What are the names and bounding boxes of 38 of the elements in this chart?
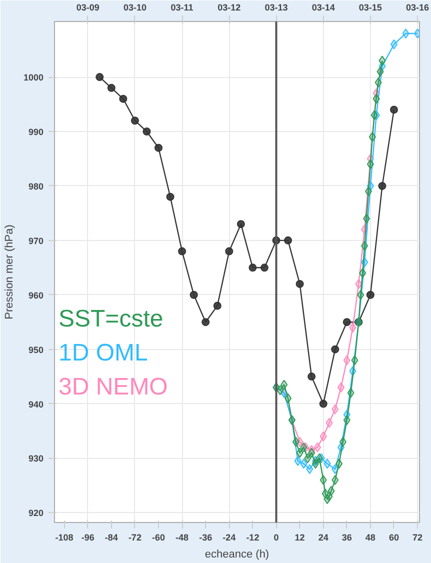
- x-tick-label: 12: [294, 532, 305, 542]
- y-tick-label: 940: [28, 399, 44, 410]
- text: 1D OML: [58, 340, 148, 366]
- x-tick-label: 36: [342, 532, 352, 542]
- y-tick-label: 950: [28, 344, 44, 355]
- y-tick-label: 930: [28, 454, 44, 464]
- x-tick-label: -36: [199, 532, 212, 542]
- x-tick-label: -108: [55, 532, 74, 542]
- x-tick-label: 72: [412, 532, 423, 542]
- x-tick-label: -60: [152, 532, 166, 542]
- text: 3D NEMO: [58, 374, 168, 400]
- x2-tick-label: 03-12: [218, 2, 241, 12]
- x-tick-label: 24: [318, 532, 328, 542]
- x-tick-label: 60: [388, 532, 399, 542]
- x-tick-label: -24: [222, 532, 236, 542]
- text: SST=cste: [58, 306, 164, 332]
- x-tick-label: -72: [128, 532, 142, 542]
- x-tick-label: 0: [274, 532, 279, 542]
- y-tick-label: 970: [28, 236, 44, 246]
- x2-tick-label: 03-10: [123, 2, 146, 12]
- x-tick-label: -96: [81, 532, 94, 542]
- x-tick-label: 48: [365, 532, 376, 542]
- y-tick-label: 1000: [23, 72, 44, 83]
- x-tick-label: -84: [104, 532, 118, 542]
- y-tick-label: 960: [28, 290, 44, 300]
- x2-tick-label: 03-11: [170, 2, 194, 12]
- x2-tick-label: 03-13: [264, 2, 288, 12]
- x-axis-title: echeance (h): [204, 548, 270, 560]
- x-tick-label: -48: [176, 532, 189, 542]
- y-tick-label: 990: [28, 127, 44, 137]
- y-tick-label: 920: [28, 508, 44, 518]
- y-axis-title: Pression mer (hPa): [3, 224, 16, 320]
- y-tick-label: 980: [28, 181, 44, 192]
- x2-tick-label: 03-15: [358, 2, 382, 12]
- x2-tick-label: 03-16: [406, 2, 430, 12]
- x2-tick-label: 03-14: [312, 2, 335, 12]
- x-tick-label: -12: [246, 532, 260, 542]
- x2-tick-label: 03-09: [76, 2, 100, 12]
